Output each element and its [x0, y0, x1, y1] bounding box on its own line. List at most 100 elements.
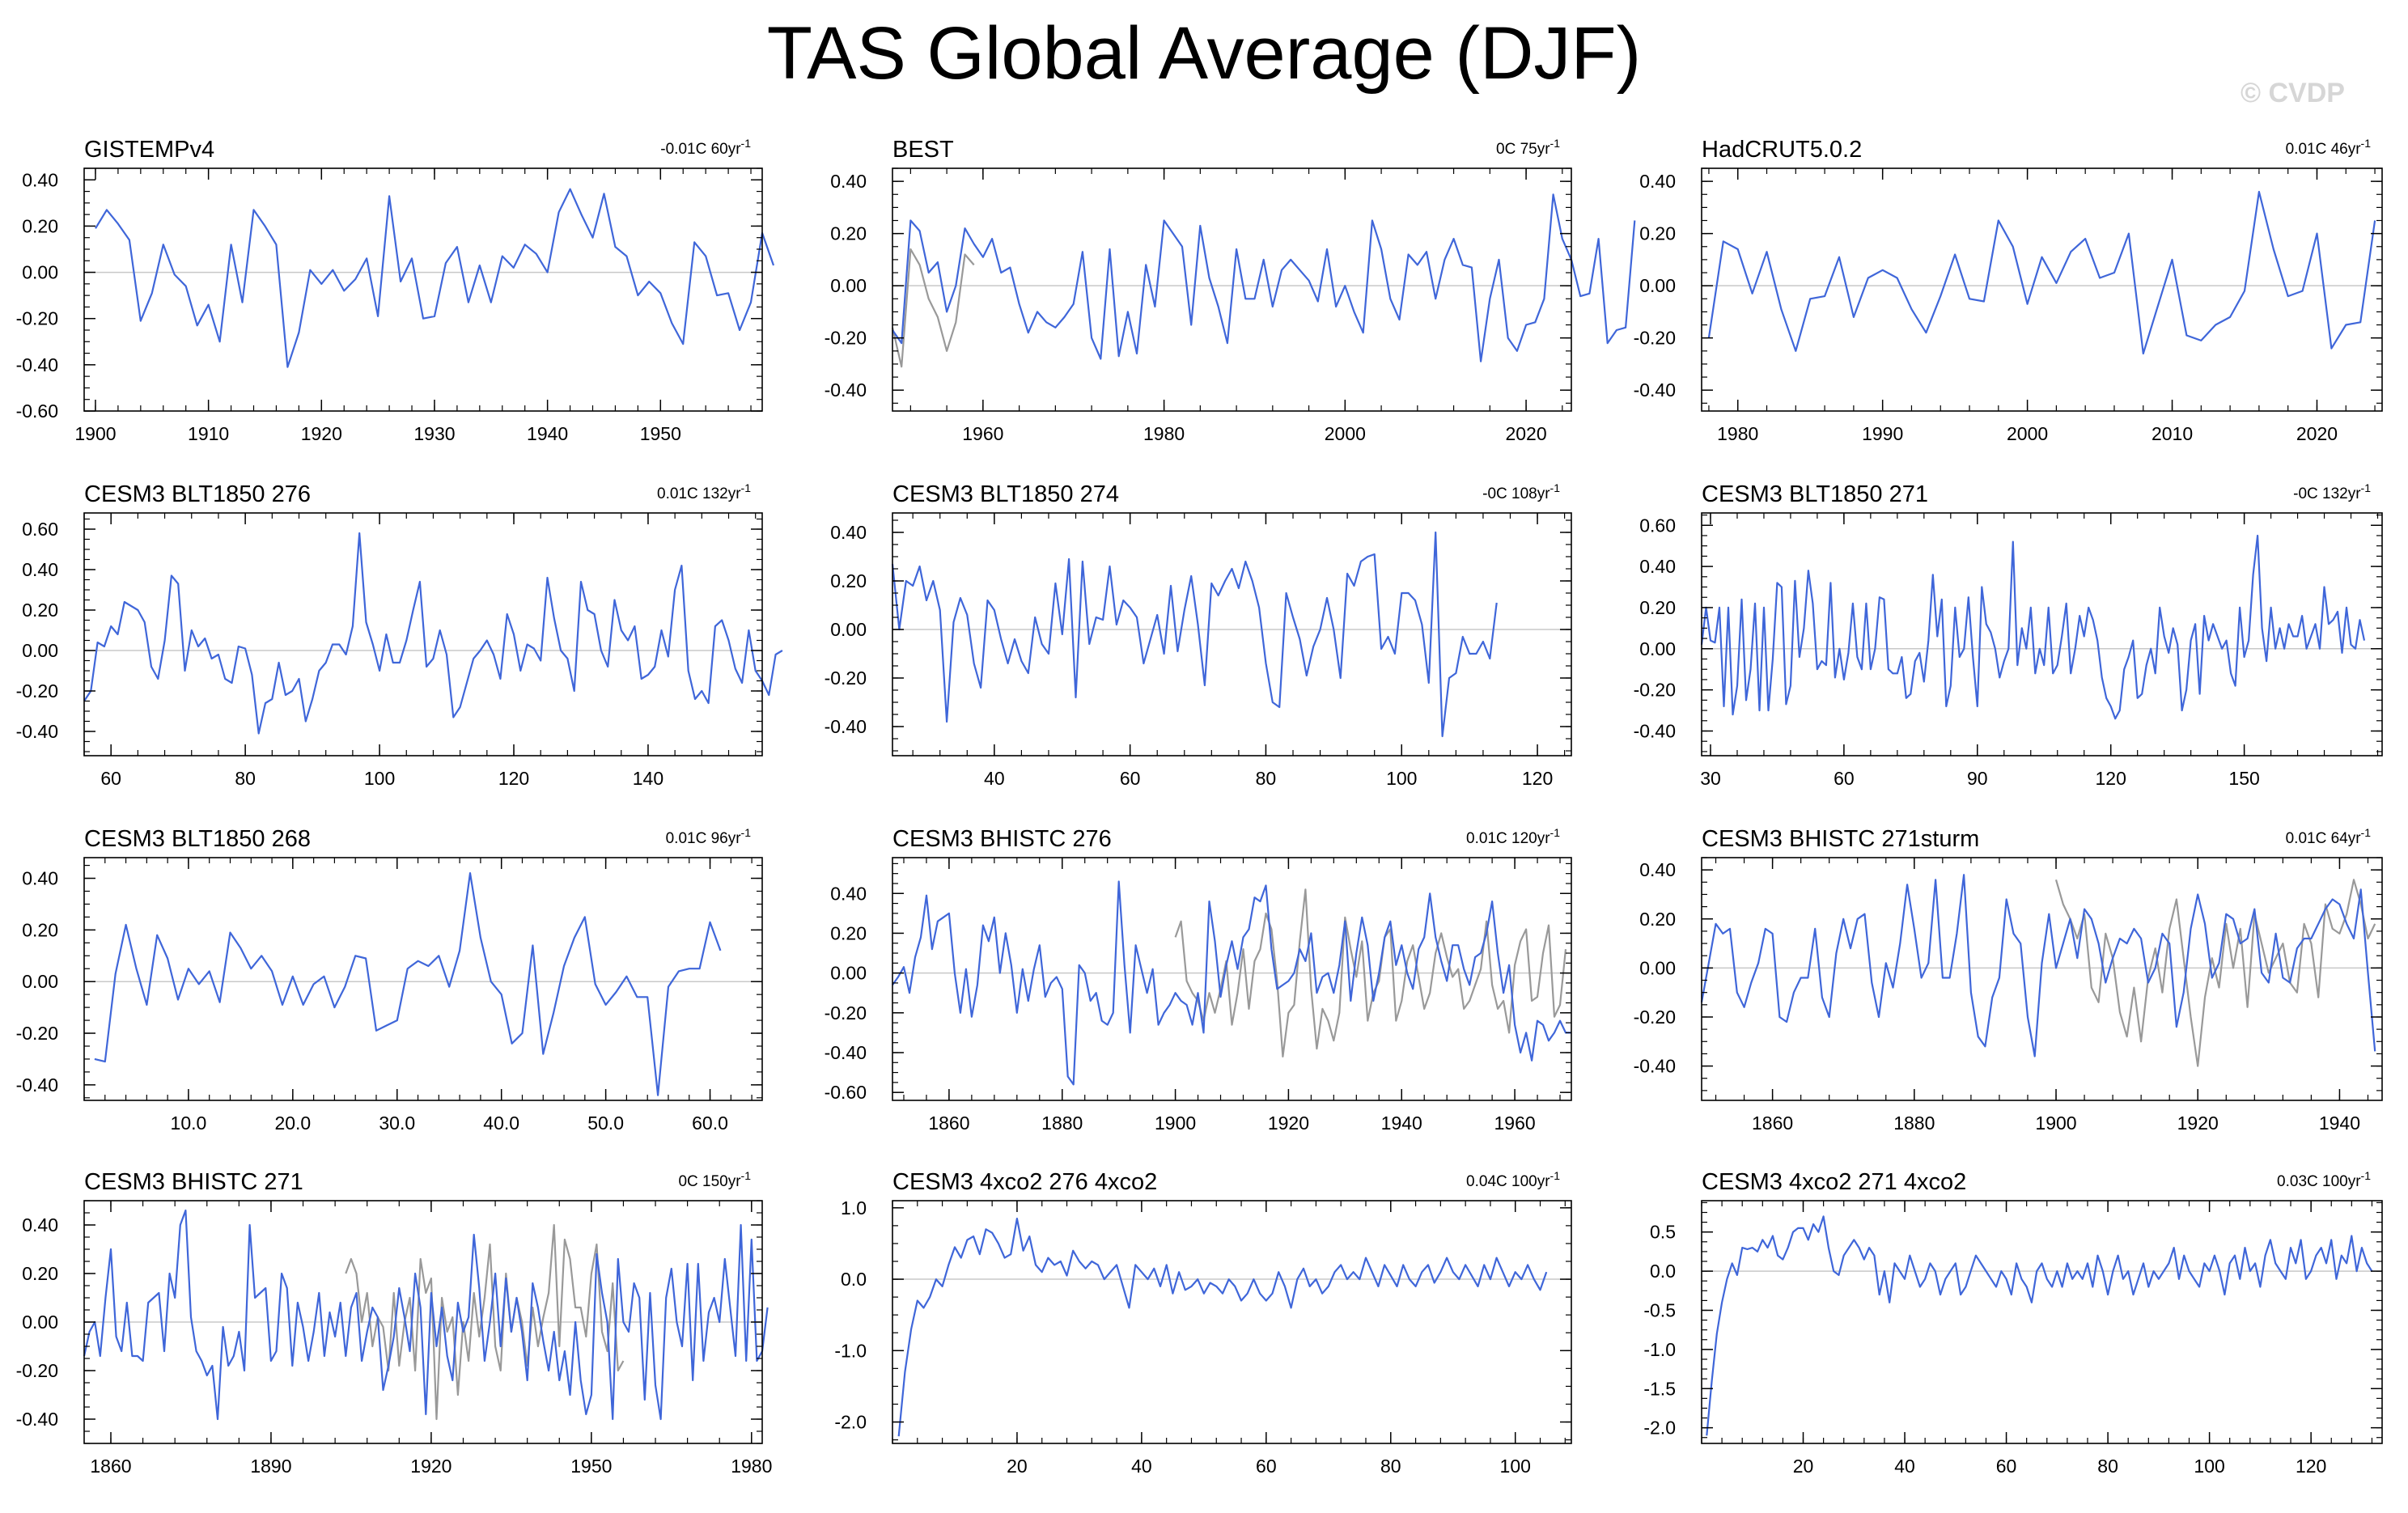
x-tick-label: 1980 — [1143, 423, 1185, 444]
y-tick-label: -0.20 — [16, 308, 58, 329]
y-tick-label: -0.40 — [825, 379, 867, 400]
trend-label: -0C 132yr-1 — [2293, 481, 2371, 502]
x-tick-label: 1940 — [2319, 1112, 2360, 1134]
x-tick-label: 1950 — [640, 423, 681, 444]
x-tick-label: 1940 — [1381, 1112, 1422, 1134]
x-tick-label: 20 — [1793, 1456, 1814, 1477]
x-tick-label: 20 — [1007, 1456, 1028, 1477]
x-tick-label: 120 — [498, 768, 529, 789]
trend-label: 0.01C 132yr-1 — [657, 481, 751, 502]
y-tick-label: 0.0 — [841, 1269, 867, 1290]
series-line-primary — [1707, 190, 2376, 355]
plot-frame — [892, 512, 1572, 756]
y-tick-label: 0.00 — [22, 1312, 58, 1333]
y-tick-label: -0.20 — [1634, 1007, 1676, 1028]
y-tick-label: 0.00 — [830, 963, 867, 984]
y-tick-label: 0.20 — [830, 570, 867, 591]
panel-5: CESM3 BLT1850 274 -0C 108yr-1 40 60 80 100 120… — [825, 481, 1572, 789]
y-tick-label: -0.60 — [825, 1082, 867, 1103]
x-tick-label: 2020 — [2296, 423, 2338, 444]
x-tick-label: 1890 — [250, 1456, 291, 1477]
series-line-secondary — [1174, 888, 1567, 1058]
panel-title: CESM3 BLT1850 274 — [892, 481, 1119, 507]
x-tick-label: 50.0 — [587, 1112, 624, 1134]
y-tick-label: -1.0 — [834, 1340, 867, 1361]
panel-title: CESM3 BHISTC 271sturm — [1702, 826, 1979, 852]
y-tick-label: 0.00 — [22, 640, 58, 661]
series-line-primary — [1700, 874, 2376, 1057]
y-tick-label: 0.40 — [22, 169, 58, 190]
x-tick-label: 1920 — [1268, 1112, 1309, 1134]
x-tick-label: 90 — [1967, 768, 1988, 789]
panel-9: CESM3 BHISTC 271sturm 0.01C 64yr-1 1860 188… — [1634, 826, 2383, 1134]
y-tick-label: -0.40 — [825, 716, 867, 737]
x-tick-label: 80 — [2097, 1456, 2118, 1477]
panel-12: CESM3 4xco2 271 4xco2 0.03C 100yr-1 20 40 60… — [1643, 1169, 2383, 1477]
x-tick-label: 100 — [2194, 1456, 2224, 1477]
x-tick-label: 60 — [1996, 1456, 2017, 1477]
panel-title: CESM3 4xco2 271 4xco2 — [1702, 1169, 1966, 1195]
y-tick-label: -0.40 — [1634, 720, 1676, 741]
x-tick-label: 120 — [2296, 1456, 2326, 1477]
panel-title: CESM3 BLT1850 268 — [84, 826, 311, 852]
watermark: © CVDP — [2241, 78, 2345, 108]
y-tick-label: -0.20 — [825, 668, 867, 689]
x-tick-label: 40 — [1131, 1456, 1152, 1477]
y-tick-label: 0.00 — [830, 619, 867, 640]
x-tick-label: 1920 — [301, 423, 342, 444]
x-tick-label: 20.0 — [274, 1112, 311, 1134]
trend-label: 0.01C 64yr-1 — [2286, 826, 2372, 847]
y-tick-label: 0.40 — [830, 883, 867, 904]
panel-title: BEST — [892, 137, 954, 163]
x-tick-label: 1900 — [1155, 1112, 1196, 1134]
panel-title: CESM3 BLT1850 276 — [84, 481, 311, 507]
y-tick-label: 0.40 — [830, 171, 867, 192]
y-tick-label: 0.20 — [22, 919, 58, 940]
y-tick-label: -0.20 — [16, 1360, 58, 1381]
series-line-secondary — [345, 1223, 625, 1421]
series-line-primary — [897, 1217, 1548, 1437]
x-tick-label: 1940 — [527, 423, 568, 444]
panel-8: CESM3 BHISTC 276 0.01C 120yr-1 1860 1880 190… — [825, 826, 1572, 1134]
plot-frame — [83, 512, 763, 756]
trend-label: 0.03C 100yr-1 — [2277, 1169, 2371, 1190]
x-tick-label: 1960 — [962, 423, 1003, 444]
series-line-primary — [892, 880, 1571, 1086]
x-tick-label: 40 — [984, 768, 1005, 789]
y-tick-label: 0.40 — [1639, 171, 1676, 192]
y-tick-label: -0.40 — [825, 1042, 867, 1063]
y-tick-label: -1.5 — [1643, 1378, 1676, 1399]
x-tick-label: 1960 — [1494, 1112, 1535, 1134]
panel-3: HadCRUT5.0.2 0.01C 46yr-1 1980 1990 2000 2010… — [1634, 137, 2383, 444]
x-tick-label: 1900 — [74, 423, 116, 444]
y-tick-label: 0.20 — [22, 600, 58, 621]
y-tick-label: 0.20 — [1639, 597, 1676, 618]
x-tick-label: 1950 — [570, 1456, 612, 1477]
x-tick-label: 2000 — [1325, 423, 1366, 444]
x-tick-label: 100 — [364, 768, 395, 789]
y-tick-label: 0.00 — [1639, 275, 1676, 296]
x-tick-label: 1880 — [1893, 1112, 1935, 1134]
x-tick-label: 60 — [1120, 768, 1141, 789]
y-tick-label: -0.20 — [825, 328, 867, 349]
x-tick-label: 30.0 — [379, 1112, 415, 1134]
panel-title: HadCRUT5.0.2 — [1702, 137, 1862, 163]
y-tick-label: 0.40 — [1639, 859, 1676, 880]
y-tick-label: -0.40 — [16, 1074, 58, 1096]
series-line-primary — [892, 193, 1636, 362]
x-tick-label: 2020 — [1505, 423, 1546, 444]
y-tick-label: 0.60 — [22, 519, 58, 540]
trend-label: -0C 108yr-1 — [1482, 481, 1560, 502]
panel-1: GISTEMPv4 -0.01C 60yr-1 1900 1910 1920 1930 19… — [16, 137, 775, 444]
y-tick-label: 0.40 — [22, 1214, 58, 1235]
trend-label: 0.01C 120yr-1 — [1466, 826, 1560, 847]
y-tick-label: 0.40 — [22, 868, 58, 889]
plot-frame — [83, 167, 763, 412]
y-tick-label: 0.60 — [1639, 515, 1676, 536]
y-tick-label: 1.0 — [841, 1197, 867, 1218]
y-tick-label: -0.20 — [1634, 680, 1676, 701]
x-tick-label: 100 — [1500, 1456, 1531, 1477]
series-line-secondary — [891, 248, 975, 368]
y-tick-label: -0.5 — [1643, 1299, 1676, 1320]
